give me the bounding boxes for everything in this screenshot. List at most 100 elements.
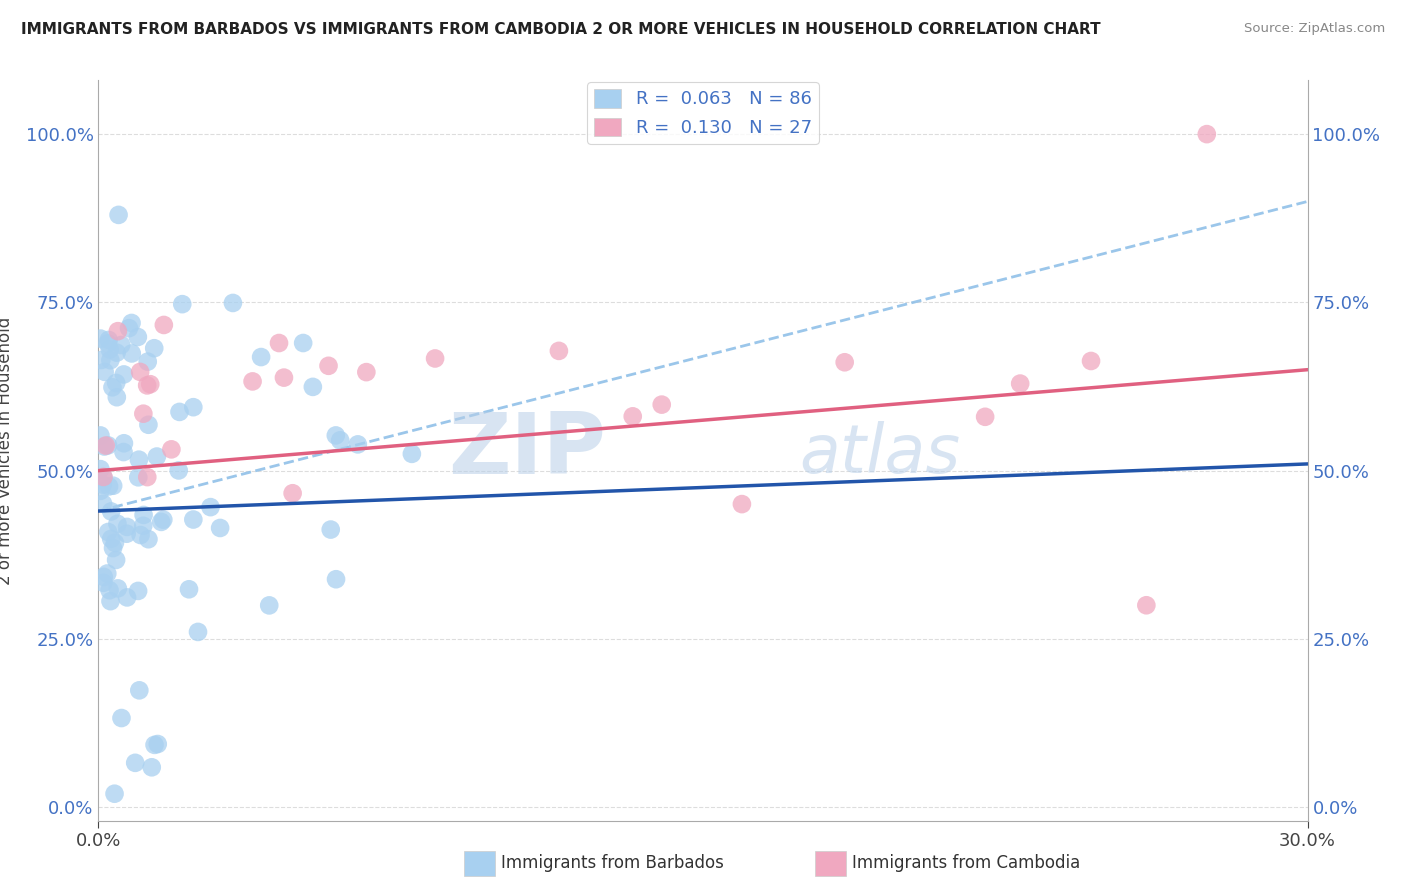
Point (124, 756, 146, 770)
Point (138, 533, 160, 547)
Point (127, 583, 149, 598)
Point (136, 378, 159, 392)
Point (319, 523, 342, 537)
Point (132, 518, 155, 533)
Legend: R =  0.063   N = 86, R =  0.130   N = 27: R = 0.063 N = 86, R = 0.130 N = 27 (586, 82, 820, 145)
Point (423, 351, 446, 366)
Point (100, 532, 122, 546)
Point (115, 591, 138, 605)
Point (974, 409, 997, 424)
Point (103, 787, 125, 801)
Point (93, 575, 115, 590)
Point (98, 353, 121, 368)
Point (121, 346, 143, 360)
Point (325, 428, 347, 442)
Point (110, 711, 132, 725)
Point (97, 438, 120, 452)
Point (112, 445, 135, 459)
Point (834, 355, 856, 369)
Point (200, 500, 222, 515)
Text: ZIP: ZIP (449, 409, 606, 492)
Point (273, 370, 295, 384)
Point (325, 572, 347, 586)
Text: atlas: atlas (800, 421, 960, 487)
Point (292, 336, 315, 351)
Text: Immigrants from Cambodia: Immigrants from Cambodia (852, 855, 1080, 872)
Point (177, 582, 200, 597)
Point (152, 513, 174, 527)
Point (105, 376, 128, 390)
Point (281, 486, 304, 500)
Point (132, 508, 155, 522)
Point (267, 336, 290, 351)
Point (107, 324, 129, 338)
Point (318, 359, 340, 373)
Point (101, 380, 124, 394)
Point (128, 683, 150, 698)
Point (110, 338, 132, 352)
Point (129, 528, 152, 542)
Point (101, 541, 124, 555)
Point (181, 400, 204, 414)
Point (127, 330, 149, 344)
Point (112, 436, 135, 450)
Point (356, 365, 378, 379)
Point (141, 760, 163, 774)
Point (128, 452, 150, 467)
Point (107, 582, 129, 596)
Point (100, 504, 122, 518)
Point (101, 479, 124, 493)
Text: IMMIGRANTS FROM BARBADOS VS IMMIGRANTS FROM CAMBODIA 2 OR MORE VEHICLES IN HOUSE: IMMIGRANTS FROM BARBADOS VS IMMIGRANTS F… (21, 22, 1101, 37)
Point (90, 332, 112, 346)
Point (169, 405, 191, 419)
Point (98, 479, 121, 493)
Point (146, 737, 169, 751)
Point (1080, 354, 1102, 368)
Point (731, 497, 754, 511)
Point (107, 208, 129, 222)
Point (97, 333, 120, 347)
Point (93, 440, 115, 454)
Point (1135, 599, 1157, 613)
Point (143, 341, 166, 355)
Point (621, 409, 644, 424)
Point (153, 318, 176, 332)
Point (98, 343, 121, 357)
Point (1195, 127, 1218, 141)
Point (93, 570, 115, 584)
Point (97, 524, 120, 539)
Point (105, 553, 128, 567)
Point (172, 297, 194, 311)
Text: Immigrants from Barbados: Immigrants from Barbados (501, 855, 724, 872)
Point (127, 470, 149, 484)
Point (548, 343, 571, 358)
Point (132, 407, 155, 421)
Point (90, 353, 112, 368)
Point (401, 447, 423, 461)
Point (115, 520, 138, 534)
Point (104, 536, 127, 550)
Point (187, 624, 209, 639)
Point (91, 470, 114, 484)
Point (94, 439, 117, 453)
Y-axis label: 2 or more Vehicles in Household: 2 or more Vehicles in Household (0, 317, 14, 584)
Text: Source: ZipAtlas.com: Source: ZipAtlas.com (1244, 22, 1385, 36)
Point (129, 365, 152, 379)
Point (97, 336, 120, 351)
Point (138, 417, 160, 432)
Point (209, 521, 232, 535)
Point (93, 365, 115, 379)
Point (250, 350, 273, 364)
Point (346, 437, 368, 451)
Point (139, 377, 162, 392)
Point (105, 345, 128, 359)
Point (100, 594, 122, 608)
Point (89, 483, 111, 498)
Point (118, 321, 141, 335)
Point (93, 470, 115, 484)
Point (329, 434, 352, 448)
Point (150, 515, 173, 529)
Point (89, 428, 111, 442)
Point (105, 390, 128, 404)
Point (98, 583, 121, 598)
